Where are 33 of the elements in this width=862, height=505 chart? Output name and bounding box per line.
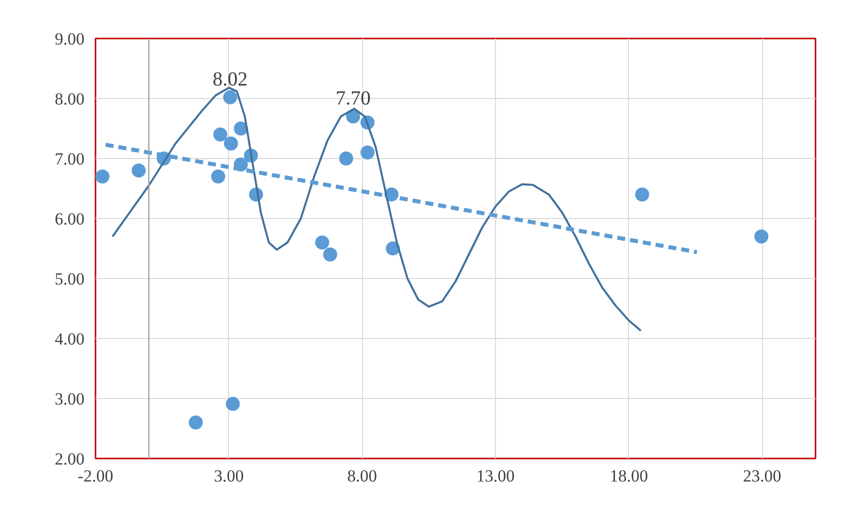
- point: [315, 236, 330, 250]
- point: [234, 122, 248, 136]
- x-tick-label: 23.00: [743, 466, 782, 486]
- point: [213, 128, 228, 142]
- x-tick-label: 18.00: [610, 466, 648, 486]
- line-series: [112, 86, 642, 332]
- annotation: 7.70: [336, 88, 371, 110]
- y-tick-label: 9.00: [54, 30, 84, 48]
- x-tick-label: 8.00: [347, 466, 378, 486]
- x-tick-label: 3.00: [214, 466, 244, 486]
- point: [211, 170, 226, 184]
- annotation: 8.02: [212, 68, 248, 90]
- y-tick-label: 2.00: [54, 450, 84, 468]
- point: [339, 152, 354, 166]
- point: [188, 416, 203, 430]
- point: [323, 248, 338, 262]
- point: [360, 146, 374, 160]
- point: [226, 396, 240, 411]
- x-tick-label: -2.00: [78, 466, 114, 486]
- y-tick-label: 5.00: [54, 270, 84, 288]
- y-tick-label: 6.00: [54, 210, 84, 228]
- point: [754, 230, 768, 244]
- y-tick-label: 3.00: [54, 390, 84, 408]
- point: [223, 90, 238, 104]
- point: [132, 164, 146, 178]
- y-tick-label: 7.00: [54, 150, 84, 168]
- point: [346, 110, 360, 124]
- point: [635, 188, 650, 202]
- x-tick-label: 13.00: [476, 466, 515, 486]
- point: [96, 170, 110, 184]
- point: [224, 136, 238, 150]
- y-tick-label: 8.00: [54, 90, 84, 108]
- y-tick-label: 4.00: [54, 330, 84, 348]
